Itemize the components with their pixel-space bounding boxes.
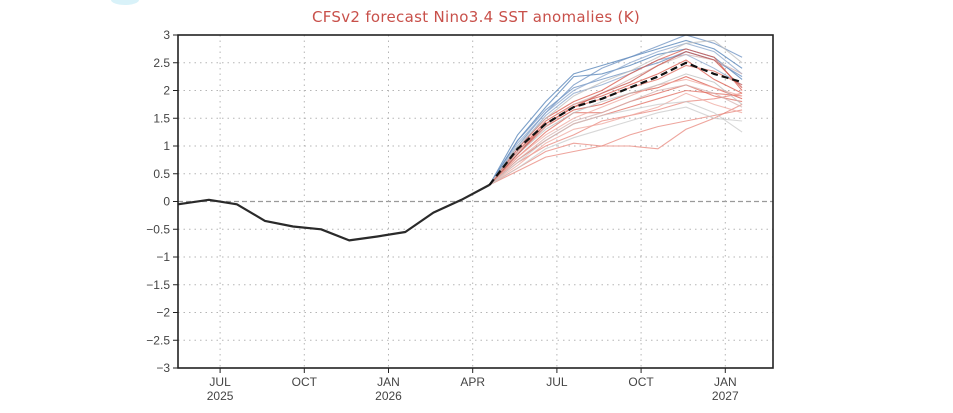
y-tick-label: 1: [163, 139, 170, 153]
ensemble-member-line: [489, 39, 743, 186]
x-tick-label: JUL: [209, 375, 231, 389]
ensemble-member-line: [489, 73, 743, 186]
y-tick-label: 0: [163, 195, 170, 209]
x-tick-year-label: 2027: [712, 389, 739, 403]
ensemble-member-line: [489, 78, 743, 186]
chart-title: CFSv2 forecast Nino3.4 SST anomalies (K): [312, 8, 640, 26]
y-tick-label: 2.5: [153, 56, 170, 70]
ensemble-member-line: [489, 76, 743, 186]
y-tick-label: −1.5: [146, 278, 170, 292]
y-tick-label: −3: [156, 361, 170, 375]
y-axis: 3 2.5 2 1.5 1 0.5 0 −0.5 −1 −1.5 −2 −2.5 −3: [146, 28, 178, 375]
x-tick-label: OCT: [628, 375, 654, 389]
y-tick-label: −1: [156, 250, 170, 264]
y-tick-label: −0.5: [146, 222, 170, 236]
ensemble-member-line: [489, 51, 743, 186]
ensemble-member-line: [489, 106, 743, 186]
ensemble-members: [489, 34, 743, 186]
y-tick-label: 0.5: [153, 167, 170, 181]
ensemble-member-line: [489, 34, 743, 186]
x-tick-year-label: 2025: [207, 389, 234, 403]
ensemble-member-line: [489, 92, 743, 186]
x-tick-label: APR: [460, 375, 485, 389]
y-tick-label: −2.5: [146, 333, 170, 347]
ensemble-member-line: [489, 84, 743, 186]
observed-anomaly-line: [177, 183, 491, 242]
ensemble-member-line: [489, 42, 743, 186]
y-tick-label: −2: [156, 306, 170, 320]
ensemble-member-line: [489, 109, 743, 186]
corner-decoration: [111, 0, 139, 5]
x-tick-year-label: 2026: [375, 389, 402, 403]
main-series: [177, 61, 743, 242]
ensemble-mean-line: [488, 61, 743, 186]
y-tick-label: 1.5: [153, 111, 170, 125]
ensemble-member-line: [489, 39, 743, 186]
x-tick-label: JUL: [546, 375, 568, 389]
ensemble-member-line: [489, 101, 743, 186]
y-tick-label: 3: [163, 28, 170, 42]
y-tick-label: 2: [163, 84, 170, 98]
ensemble-member-line: [489, 48, 743, 186]
ensemble-member-line: [489, 59, 743, 186]
x-tick-label: JAN: [714, 375, 737, 389]
ensemble-member-line: [489, 103, 743, 186]
x-tick-label: JAN: [377, 375, 400, 389]
ensemble-member-line: [489, 89, 743, 186]
x-tick-label: OCT: [292, 375, 318, 389]
